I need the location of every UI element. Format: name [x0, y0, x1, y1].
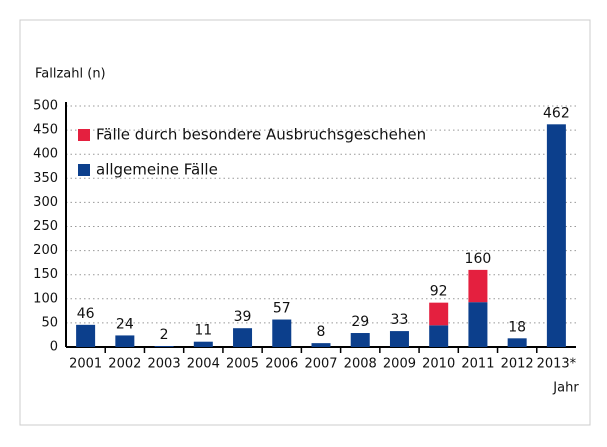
- value-label: 33: [391, 312, 409, 328]
- y-axis-label: Fallzahl (n): [35, 67, 106, 82]
- value-label: 92: [430, 284, 448, 300]
- bar-segment: [429, 325, 449, 347]
- x-tick-label: 2011: [461, 357, 494, 372]
- bar-segment: [311, 343, 331, 347]
- y-tick-label: 350: [33, 171, 58, 186]
- value-label: 462: [543, 105, 570, 121]
- legend-label: allgemeine Fälle: [96, 161, 218, 179]
- bar-segment: [389, 331, 409, 347]
- value-label: 8: [317, 324, 326, 340]
- x-tick-label: 2006: [265, 357, 298, 372]
- y-tick-label: 450: [33, 123, 58, 138]
- y-tick-label: 50: [41, 315, 58, 330]
- y-tick-label: 300: [33, 195, 58, 210]
- x-tick-label: 2008: [344, 357, 377, 372]
- y-tick-label: 500: [33, 99, 58, 114]
- y-tick-label: 250: [33, 219, 58, 234]
- x-tick-label: 2001: [69, 357, 102, 372]
- value-label: 39: [234, 309, 252, 325]
- bar-segment: [507, 338, 527, 347]
- y-tick-label: 400: [33, 147, 58, 162]
- x-axis-label: Jahr: [552, 381, 579, 396]
- y-tick-label: 200: [33, 243, 58, 258]
- bar-segment: [429, 302, 449, 326]
- bar-segment: [546, 124, 566, 347]
- legend-swatch: [78, 164, 90, 176]
- x-tick-label: 2004: [187, 357, 220, 372]
- bar-segment: [154, 346, 174, 347]
- value-label: 160: [465, 251, 492, 267]
- y-tick-label: 150: [33, 267, 58, 282]
- bar-segment: [350, 333, 370, 347]
- value-label: 2: [160, 327, 169, 343]
- legend-label: Fälle durch besondere Ausbruchsgeschehen: [96, 126, 426, 144]
- bar-segment: [468, 269, 488, 303]
- x-tick-label: 2005: [226, 357, 259, 372]
- bar-segment: [76, 324, 96, 347]
- bar-segment: [272, 319, 292, 347]
- value-label: 11: [194, 323, 212, 339]
- value-label: 18: [508, 319, 526, 335]
- x-tick-label: 2010: [422, 357, 455, 372]
- bar-segment: [468, 302, 488, 347]
- legend-swatch: [78, 129, 90, 141]
- frame: [19, 19, 591, 426]
- value-label: 57: [273, 301, 291, 317]
- x-tick-label: 2003: [148, 357, 181, 372]
- x-tick-label: 2013*: [537, 357, 577, 372]
- x-tick-label: 2009: [383, 357, 416, 372]
- x-tick-label: 2007: [304, 357, 337, 372]
- bar-segment: [115, 335, 135, 347]
- bar-segment: [193, 341, 213, 347]
- y-tick-label: 0: [50, 340, 58, 355]
- value-label: 29: [351, 314, 369, 330]
- x-tick-label: 2012: [501, 357, 534, 372]
- bar-segment: [233, 328, 253, 347]
- value-label: 46: [77, 306, 95, 322]
- y-tick-label: 100: [33, 291, 58, 306]
- value-label: 24: [116, 316, 134, 332]
- x-tick-label: 2002: [108, 357, 141, 372]
